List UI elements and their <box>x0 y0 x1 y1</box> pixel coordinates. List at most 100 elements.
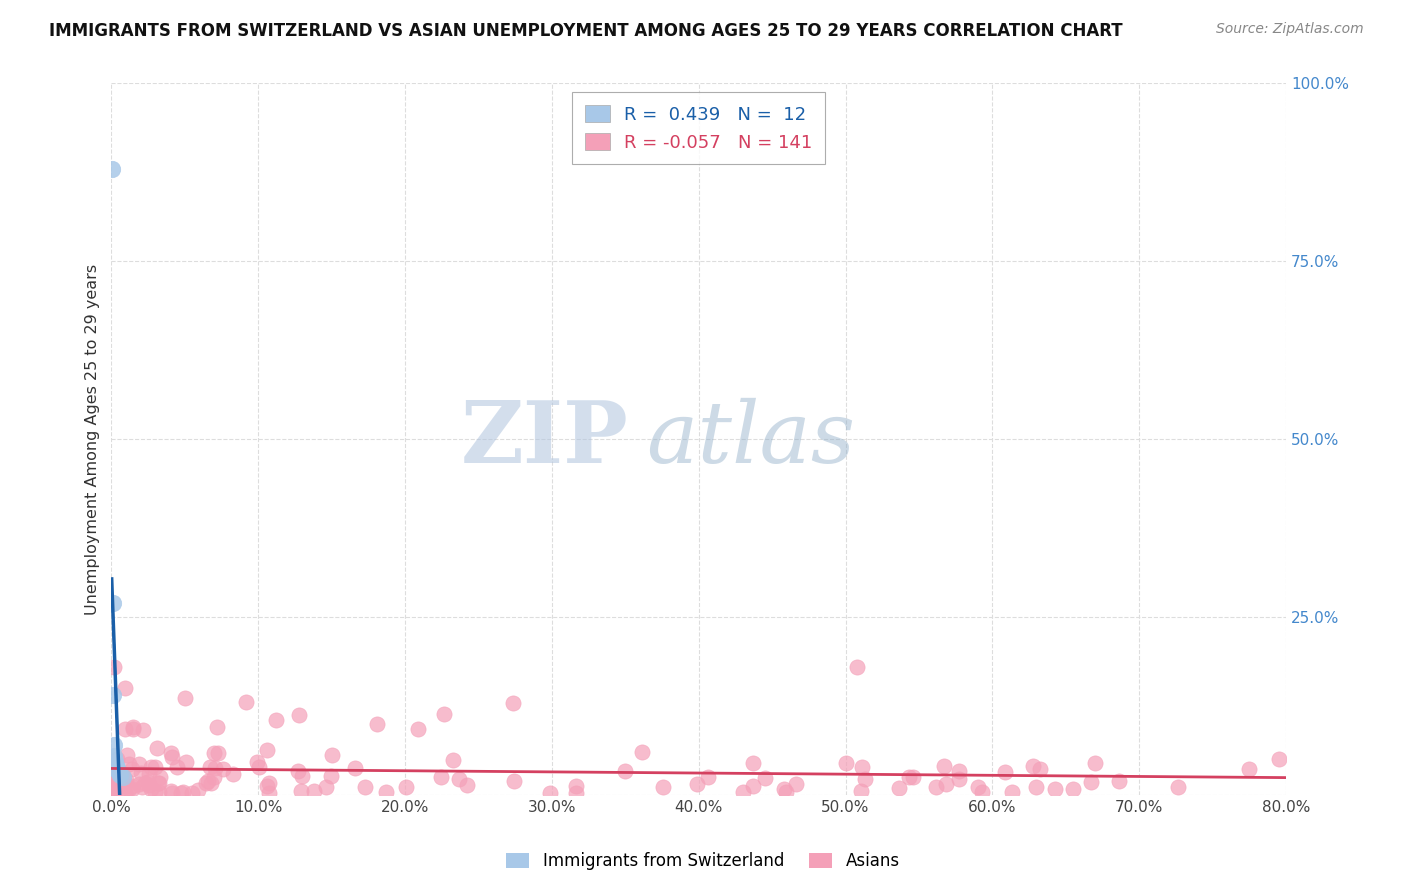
Point <box>148 785 170 799</box>
Point <box>104 757 127 772</box>
Point <box>105 780 128 794</box>
Point <box>138 767 160 781</box>
Point <box>114 681 136 695</box>
Point <box>174 690 197 705</box>
Point <box>121 779 143 793</box>
Point <box>110 772 132 786</box>
Point <box>110 768 132 782</box>
Point <box>967 780 990 794</box>
Point <box>932 759 955 773</box>
Point <box>131 780 153 795</box>
Point <box>143 784 166 798</box>
Point <box>259 786 281 800</box>
Point <box>198 760 221 774</box>
Point <box>395 780 418 795</box>
Point <box>733 785 755 799</box>
Point <box>181 786 204 800</box>
Point <box>212 762 235 776</box>
Point <box>138 778 160 792</box>
Point <box>105 761 128 775</box>
Point <box>259 776 281 790</box>
Point <box>204 760 226 774</box>
Point <box>1062 781 1084 796</box>
Point <box>114 786 136 800</box>
Point <box>110 780 132 794</box>
Point <box>835 756 858 771</box>
Point <box>302 784 325 798</box>
Point <box>172 785 194 799</box>
Text: atlas: atlas <box>645 398 855 481</box>
Point <box>148 776 170 790</box>
Point <box>187 783 209 797</box>
Point <box>1043 781 1066 796</box>
Point <box>114 722 136 736</box>
Point <box>1237 762 1260 776</box>
Point <box>141 782 163 797</box>
Point <box>374 785 396 799</box>
Legend: Immigrants from Switzerland, Asians: Immigrants from Switzerland, Asians <box>499 846 907 877</box>
Point <box>129 765 152 780</box>
Point <box>245 755 267 769</box>
Point <box>433 707 456 722</box>
Point <box>107 766 129 780</box>
Point <box>195 776 218 790</box>
Point <box>1080 774 1102 789</box>
Point <box>366 716 388 731</box>
Point <box>131 723 153 738</box>
Point <box>160 749 183 764</box>
Point <box>166 760 188 774</box>
Text: IMMIGRANTS FROM SWITZERLAND VS ASIAN UNEMPLOYMENT AMONG AGES 25 TO 29 YEARS CORR: IMMIGRANTS FROM SWITZERLAND VS ASIAN UNE… <box>49 22 1123 40</box>
Point <box>128 777 150 791</box>
Point <box>315 780 337 794</box>
Point <box>139 760 162 774</box>
Point <box>897 771 920 785</box>
Point <box>111 767 134 781</box>
Point <box>651 780 673 795</box>
Point <box>121 762 143 776</box>
Point <box>174 756 197 770</box>
Point <box>136 774 159 789</box>
Point <box>101 161 124 176</box>
Point <box>1084 756 1107 771</box>
Text: Source: ZipAtlas.com: Source: ZipAtlas.com <box>1216 22 1364 37</box>
Point <box>247 760 270 774</box>
Point <box>456 778 478 792</box>
Point <box>503 774 526 789</box>
Point <box>1029 762 1052 776</box>
Point <box>115 772 138 787</box>
Point <box>1022 759 1045 773</box>
Point <box>101 596 124 610</box>
Point <box>103 781 125 796</box>
Point <box>197 773 219 788</box>
Point <box>564 786 586 800</box>
Point <box>105 752 128 766</box>
Point <box>994 765 1017 780</box>
Point <box>775 785 797 799</box>
Point <box>1108 774 1130 789</box>
Point <box>972 785 994 799</box>
Point <box>103 786 125 800</box>
Point <box>853 772 876 786</box>
Point <box>205 720 228 734</box>
Point <box>406 723 429 737</box>
Point <box>846 659 869 673</box>
Point <box>114 776 136 790</box>
Point <box>353 780 375 795</box>
Point <box>202 770 225 784</box>
Point <box>742 756 765 770</box>
Point <box>849 783 872 797</box>
Point <box>146 741 169 756</box>
Point <box>115 747 138 762</box>
Point <box>207 746 229 760</box>
Point <box>103 776 125 790</box>
Point <box>287 764 309 779</box>
Text: ZIP: ZIP <box>460 397 628 481</box>
Point <box>101 771 124 785</box>
Point <box>256 779 278 793</box>
Point <box>344 761 367 775</box>
Point <box>134 776 156 790</box>
Point <box>1267 752 1289 766</box>
Y-axis label: Unemployment Among Ages 25 to 29 years: Unemployment Among Ages 25 to 29 years <box>86 263 100 615</box>
Point <box>118 756 141 771</box>
Point <box>111 780 134 795</box>
